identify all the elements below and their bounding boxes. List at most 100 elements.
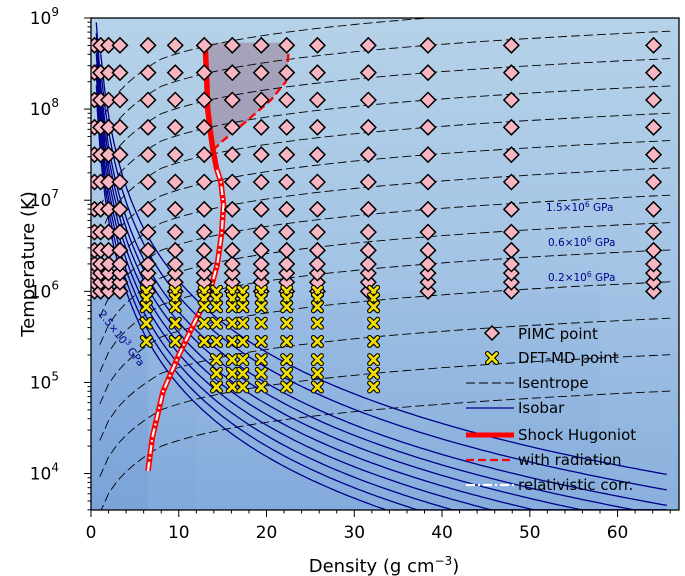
dft-point (140, 301, 152, 313)
background-panel (196, 300, 364, 510)
pimc-point (502, 200, 520, 218)
pimc-point (111, 146, 129, 164)
pimc-point (223, 118, 241, 136)
legend-label-isentrope: Isentrope (518, 374, 589, 392)
isentrope-line (99, 85, 671, 209)
pimc-point (644, 118, 663, 136)
pimc-point (223, 223, 241, 241)
pimc-point (139, 264, 157, 282)
isentrope-line (99, 249, 671, 373)
x-tick-label: 20 (256, 523, 278, 543)
legend-item-relativistic: relativistic corr. (466, 476, 633, 494)
pimc-point (99, 264, 118, 282)
pimc-point (99, 255, 118, 273)
y-tick-label: 106 (30, 278, 59, 302)
pimc-point (419, 173, 437, 191)
pimc-point (99, 64, 118, 82)
pimc-point (419, 146, 437, 164)
dft-point (255, 301, 267, 313)
pimc-point (278, 241, 296, 259)
pimc-point (308, 64, 326, 82)
pimc-point (99, 200, 118, 218)
pimc-point (111, 264, 129, 282)
pimc-point (278, 255, 296, 273)
isentrope-line (99, 317, 671, 441)
pimc-point (166, 264, 184, 282)
pimc-point (419, 200, 437, 218)
pimc-point (502, 91, 520, 109)
pimc-point (278, 264, 296, 282)
dft-point (368, 317, 379, 329)
isobar-label-1: 1.5×106 GPa (546, 200, 613, 214)
plot-area (91, 18, 679, 510)
isobar-line (95, 53, 667, 510)
legend-dft-marker (486, 352, 498, 364)
pimc-point (644, 146, 663, 164)
pimc-point (252, 64, 270, 82)
pimc-point (308, 223, 326, 241)
pimc-point (308, 241, 326, 259)
legend-item-pimc: PIMC point (483, 324, 598, 343)
pimc-point (99, 282, 118, 300)
pimc-point (139, 200, 157, 218)
dft-point (169, 317, 181, 329)
pimc-point (359, 173, 377, 191)
legend-item-radiation: with radiation (466, 451, 622, 469)
pimc-point (223, 200, 241, 218)
pimc-point (166, 146, 184, 164)
pimc-point (308, 118, 326, 136)
dft-point (237, 381, 249, 393)
legend-item-isobar: Isobar (466, 399, 565, 417)
pimc-point (359, 241, 377, 259)
pimc-point (644, 36, 663, 54)
pimc-point (139, 36, 157, 54)
dft-point (281, 336, 293, 347)
x-tick-label: 0 (86, 523, 97, 543)
pimc-point (111, 273, 129, 291)
dft-point (211, 354, 222, 366)
dft-point (140, 317, 152, 329)
pimc-point (252, 241, 270, 259)
dft-point (255, 367, 267, 379)
pimc-point (278, 118, 296, 136)
legend-label-hugoniot: Shock Hugoniot (518, 426, 636, 444)
pimc-point (502, 282, 520, 300)
pimc-point (502, 223, 520, 241)
pimc-point (223, 146, 241, 164)
pimc-point (419, 64, 437, 82)
pimc-point (359, 264, 377, 282)
pimc-point (502, 64, 520, 82)
legend-label-isobar: Isobar (518, 399, 565, 417)
pimc-point (139, 241, 157, 259)
pimc-point (359, 64, 377, 82)
dft-point (226, 336, 238, 347)
pimc-point (166, 200, 184, 218)
pimc-point (359, 36, 377, 54)
pimc-point (502, 146, 520, 164)
pimc-point (644, 255, 663, 273)
pimc-point (223, 173, 241, 191)
pimc-point (111, 36, 129, 54)
pimc-point (111, 241, 129, 259)
pimc-point (195, 255, 213, 273)
pimc-point (99, 91, 118, 109)
pimc-point (502, 255, 520, 273)
pimc-point (166, 118, 184, 136)
dft-point (198, 301, 210, 313)
pimc-point (195, 64, 213, 82)
pimc-point (139, 223, 157, 241)
pimc-point (166, 36, 184, 54)
pimc-point (308, 146, 326, 164)
pimc-point (644, 200, 663, 218)
dft-point (237, 354, 249, 366)
dft-point (140, 336, 152, 347)
background-panel (600, 209, 679, 510)
pimc-point (111, 200, 129, 218)
isobar-label-3: 0.2×106 GPa (548, 270, 615, 284)
legend-item-dft: DFT-MD point (485, 349, 619, 367)
isentrope-line (99, 140, 671, 263)
isobar-line (95, 43, 667, 510)
pimc-point (166, 255, 184, 273)
pimc-point (278, 200, 296, 218)
dft-point (312, 301, 323, 313)
